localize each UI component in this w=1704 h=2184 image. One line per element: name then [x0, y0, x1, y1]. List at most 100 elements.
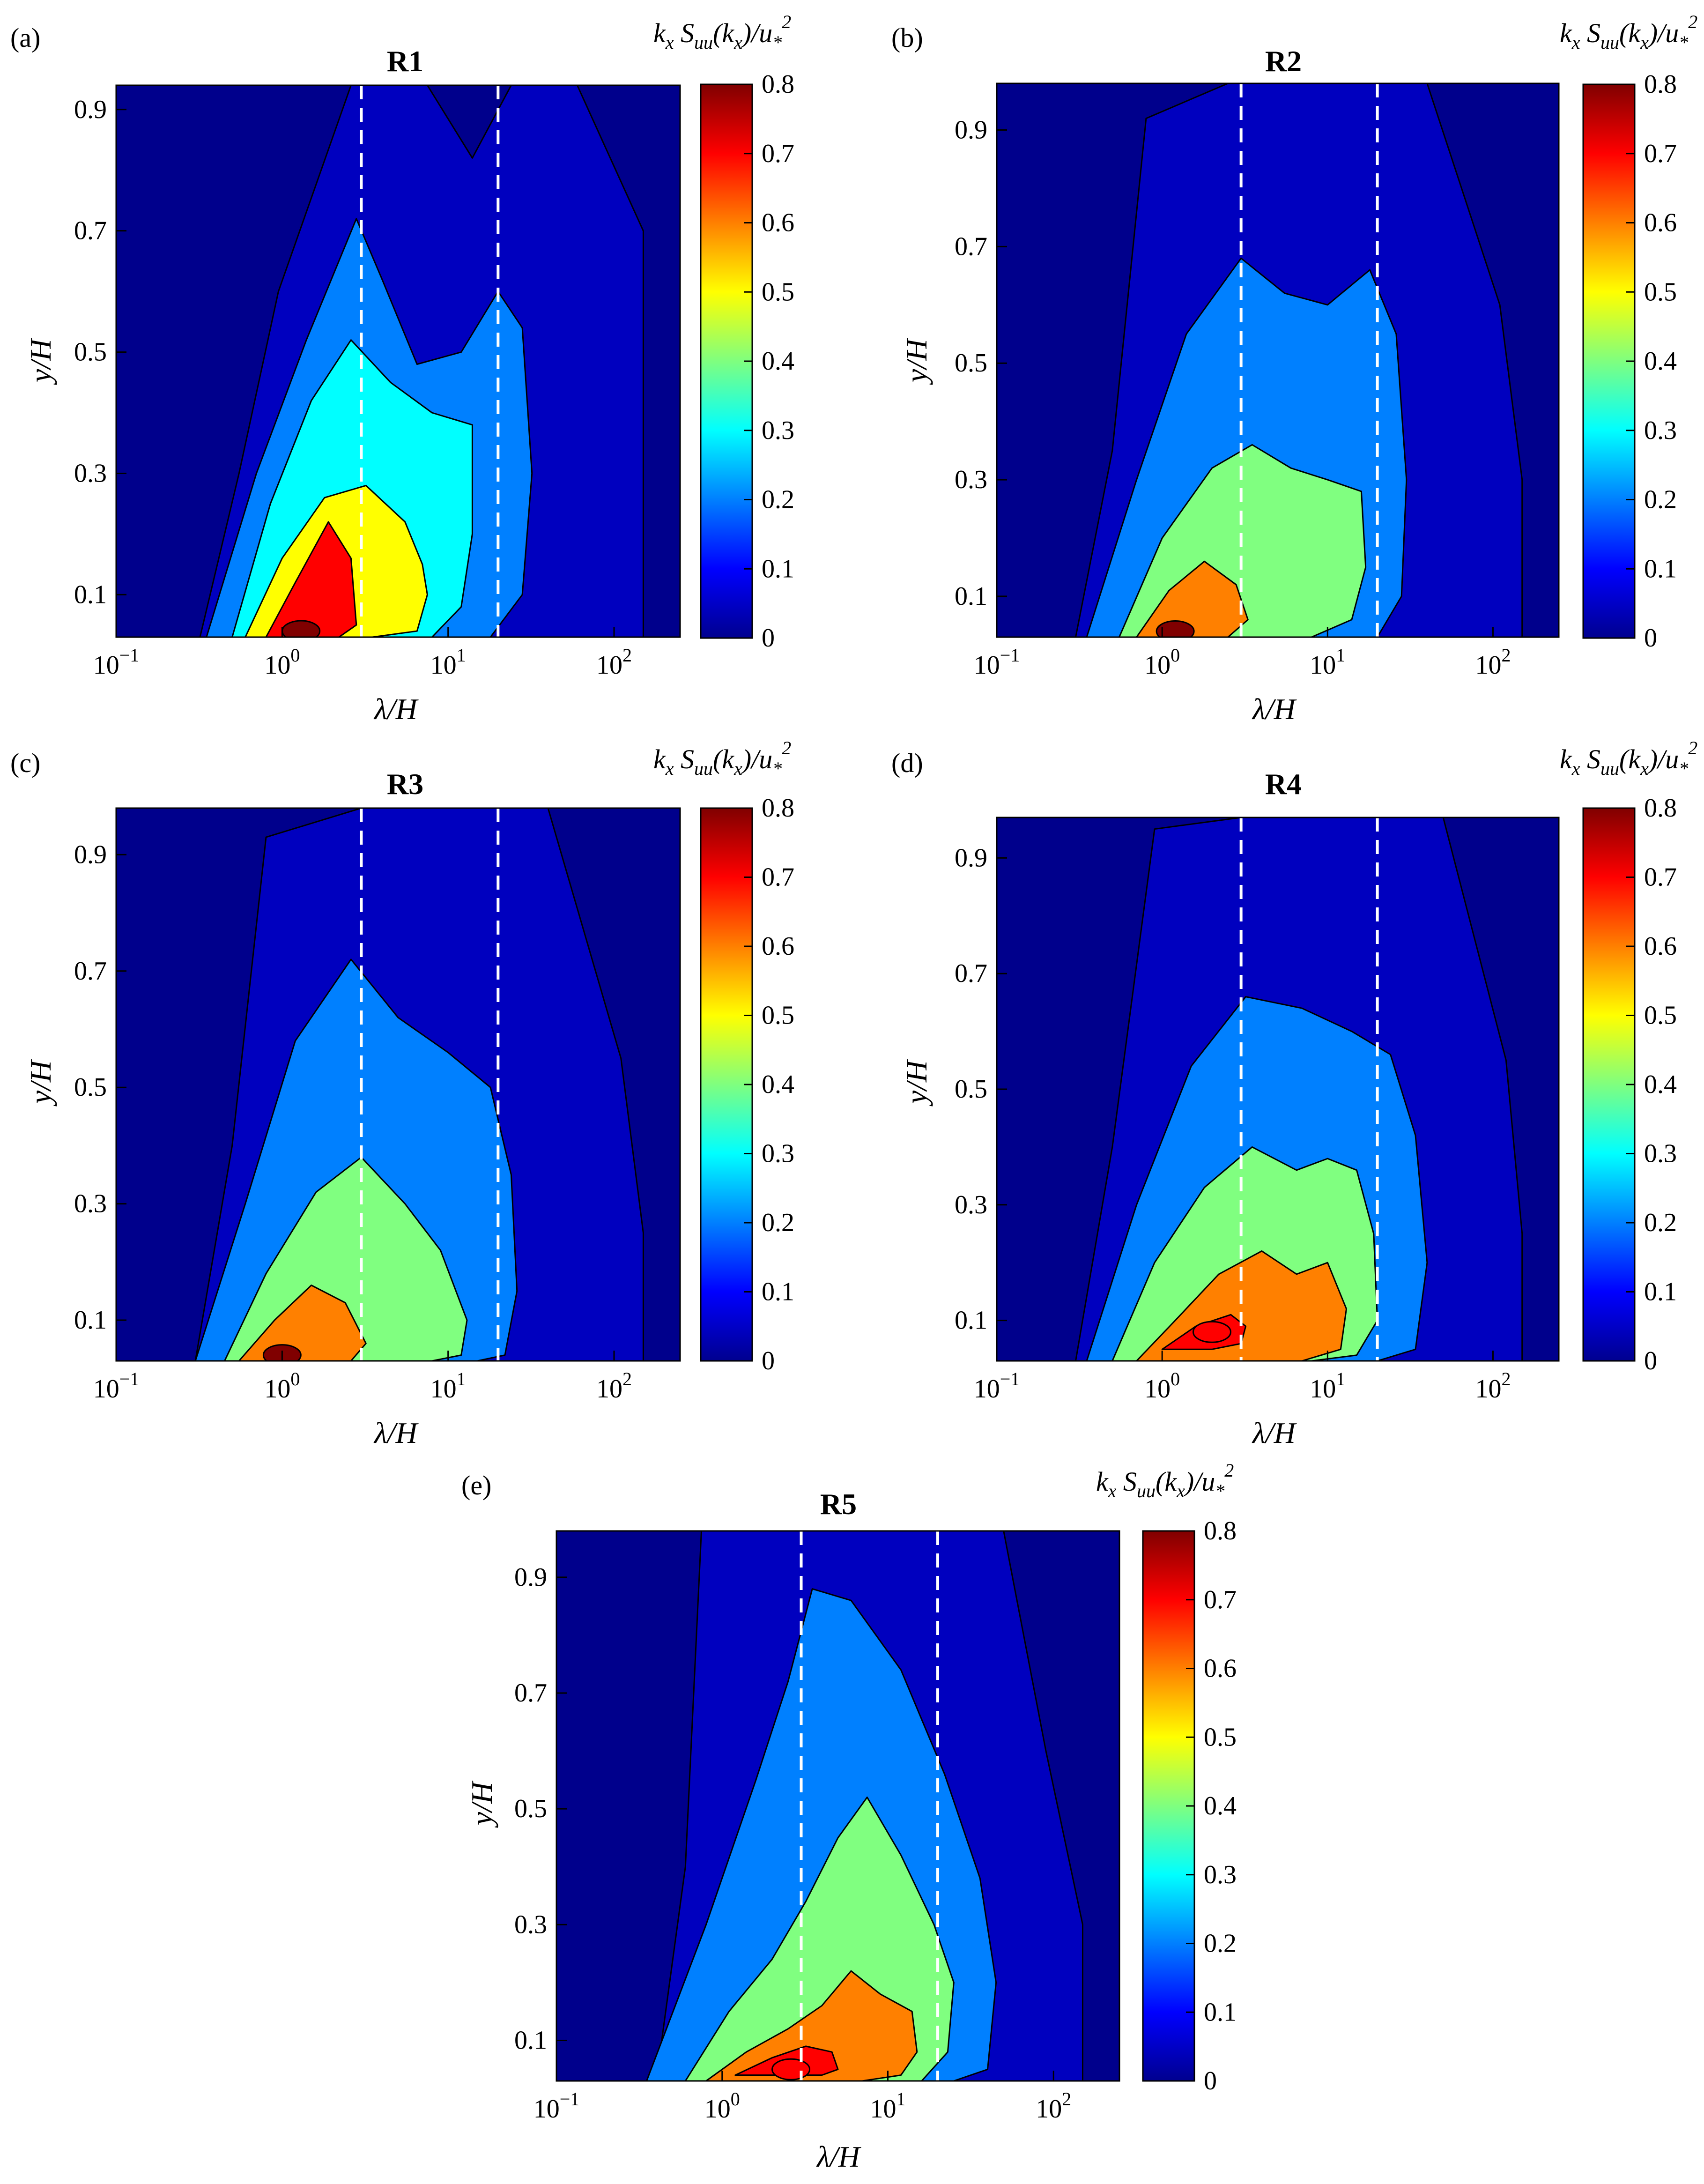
colorbar-tick-label: 0.7	[1204, 1585, 1237, 1614]
colorbar-label: kx Suu(kx)/u*2	[653, 11, 791, 53]
x-tick-label: 101	[870, 2088, 905, 2124]
y-tick-label: 0.9	[955, 843, 987, 872]
colorbar-tick-label: 0.6	[1644, 932, 1677, 961]
colorbar-tick-label: 0.5	[1644, 277, 1677, 306]
colorbar-tick-label: 0.5	[1204, 1723, 1237, 1752]
colorbar: 0 0.1 0.2 0.3 0.4 0.5 0.6 0.7 0.8 kx Suu(kx)/u*2	[653, 737, 794, 1375]
contour-region	[705, 1970, 918, 2081]
contour-plot	[116, 808, 680, 1361]
x-tick-label: 101	[430, 645, 466, 680]
axes-frame	[996, 82, 1560, 638]
colorbar: 0 0.1 0.2 0.3 0.4 0.5 0.6 0.7 0.8 kx Suu(kx)/u*2	[1096, 1460, 1237, 2095]
y-tick-label: 0.5	[955, 349, 987, 378]
y-tick-label: 0.1	[514, 2026, 547, 2055]
x-tick-label: 100	[704, 2088, 740, 2124]
y-axis-label: y/H	[24, 337, 57, 385]
colorbar-tick-label: 0.4	[762, 1070, 794, 1099]
y-tick-label: 0.9	[514, 1563, 547, 1592]
panel-c: 10−1 100 101 102 0.1 0.3 0.5 0.7 0.9 λ/H y/H R3 (c) 0…	[10, 737, 794, 1449]
peak-contour	[771, 2058, 811, 2080]
colorbar-tick-label: 0.5	[762, 277, 794, 306]
x-tick-label: 10−1	[974, 1368, 1020, 1404]
x-tick-label: 100	[1144, 1368, 1180, 1404]
y-tick-label: 0.5	[955, 1075, 987, 1104]
colorbar-gradient	[1582, 83, 1636, 639]
y-tick-label: 0.7	[514, 1679, 547, 1708]
colorbar-tick-label: 0.8	[762, 794, 794, 823]
panel-title: R2	[1265, 45, 1302, 78]
contour-region	[265, 521, 357, 637]
colorbar-tick-label: 0.7	[1644, 863, 1677, 892]
x-axis-label: λ/H	[1252, 692, 1297, 726]
axes-frame	[115, 807, 681, 1362]
y-axis-label: y/H	[24, 1059, 57, 1107]
panel-title: R1	[387, 45, 423, 78]
x-tick-label: 102	[596, 645, 632, 680]
x-tick-label: 10−1	[533, 2088, 580, 2124]
colorbar-tick-label: 0.3	[1204, 1860, 1237, 1889]
colorbar-label: kx Suu(kx)/u*2	[1096, 1460, 1234, 1501]
colorbar-label: kx Suu(kx)/u*2	[1560, 11, 1697, 53]
colorbar-tick-label: 0.4	[1644, 1070, 1677, 1099]
x-tick-label: 102	[596, 1368, 632, 1404]
colorbar-tick-label: 0.3	[762, 416, 794, 445]
colorbar-tick-label: 0.7	[762, 139, 794, 168]
colorbar-tick-label: 0.8	[1204, 1516, 1237, 1545]
x-tick-label: 10−1	[974, 645, 1020, 680]
colorbar-label: kx Suu(kx)/u*2	[1560, 737, 1697, 779]
colorbar: 0 0.1 0.2 0.3 0.4 0.5 0.6 0.7 0.8 kx Suu(kx)/u*2	[653, 11, 794, 653]
axes-frame	[556, 1530, 1120, 2082]
contour-region	[238, 1285, 367, 1361]
colorbar-tick-label: 0.1	[762, 554, 794, 583]
y-axis-label: y/H	[465, 1780, 498, 1828]
panel-letter: (a)	[10, 22, 40, 53]
colorbar-tick-label: 0.6	[762, 208, 794, 238]
colorbar-tick-label: 0.7	[762, 863, 794, 892]
y-tick-label: 0.1	[74, 1306, 107, 1335]
panel-letter: (e)	[461, 1470, 491, 1501]
x-tick-label: 10−1	[93, 645, 140, 680]
x-tick-label: 101	[1310, 645, 1345, 680]
panel-a: 10−1 100 101 102 0.1 0.3 0.5 0.7 0.9 λ/H y/H R1 (a) 0…	[10, 11, 794, 726]
colorbar-tick-label: 0.1	[1644, 1278, 1677, 1307]
x-tick-label: 101	[430, 1368, 466, 1404]
colorbar-tick-label: 0.2	[762, 1208, 794, 1237]
colorbar-gradient	[700, 807, 753, 1362]
y-tick-label: 0.5	[74, 338, 107, 367]
colorbar-label: kx Suu(kx)/u*2	[653, 737, 791, 779]
x-tick-label: 100	[264, 645, 300, 680]
colorbar-tick-label: 0.6	[762, 932, 794, 961]
colorbar-tick-label: 0.2	[1644, 485, 1677, 514]
y-tick-label: 0.3	[74, 459, 107, 488]
colorbar: 0 0.1 0.2 0.3 0.4 0.5 0.6 0.7 0.8 kx Suu(kx)/u*2	[1560, 11, 1697, 653]
colorbar-tick-label: 0.1	[1204, 1998, 1237, 2027]
x-tick-label: 100	[264, 1368, 300, 1404]
peak-contour	[1156, 620, 1195, 637]
y-tick-label: 0.5	[74, 1073, 107, 1102]
colorbar-tick-label: 0.8	[1644, 794, 1677, 823]
colorbar-tick-label: 0.8	[762, 70, 794, 99]
axes-frame	[115, 84, 681, 638]
colorbar-tick-label: 0.6	[1644, 208, 1677, 238]
y-tick-label: 0.5	[514, 1794, 547, 1823]
colorbar-gradient	[700, 83, 753, 639]
x-axis-label: λ/H	[816, 2140, 862, 2173]
x-tick-label: 10−1	[93, 1368, 140, 1404]
colorbar-tick-label: 0.2	[1644, 1208, 1677, 1237]
y-tick-label: 0.1	[74, 580, 107, 609]
y-axis-label: y/H	[900, 1059, 933, 1107]
y-tick-label: 0.1	[955, 1306, 987, 1335]
y-tick-label: 0.7	[74, 957, 107, 986]
colorbar-gradient	[1582, 807, 1636, 1362]
colorbar-tick-label: 0.3	[1644, 416, 1677, 445]
colorbar-tick-label: 0	[762, 624, 775, 653]
y-tick-label: 0.7	[955, 959, 987, 988]
colorbar-gradient	[1142, 1530, 1195, 2082]
colorbar-tick-label: 0.4	[1644, 347, 1677, 376]
y-tick-label: 0.3	[74, 1189, 107, 1218]
colorbar-tick-label: 0.3	[762, 1139, 794, 1168]
panel-letter: (d)	[891, 748, 923, 778]
colorbar-tick-label: 0.5	[1644, 1001, 1677, 1030]
x-tick-label: 102	[1036, 2088, 1071, 2124]
colorbar-tick-label: 0.2	[762, 485, 794, 514]
